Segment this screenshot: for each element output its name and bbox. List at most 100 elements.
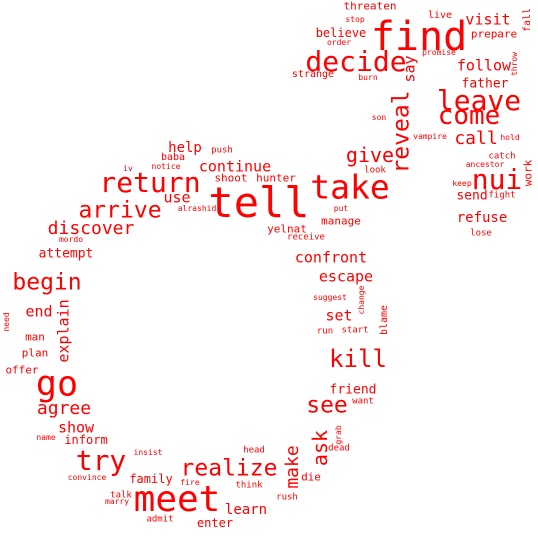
- word-nui: nui: [471, 163, 523, 196]
- word-discover: discover: [47, 218, 135, 239]
- word-escape: escape: [318, 267, 374, 286]
- word-man: man: [25, 330, 45, 344]
- word-find: find: [370, 14, 468, 60]
- word-marry: marry: [104, 497, 130, 506]
- word-hunter: hunter: [256, 171, 296, 185]
- word-push: push: [211, 145, 233, 156]
- word-catch: catch: [488, 151, 516, 162]
- word-say: say: [400, 55, 419, 83]
- word-confront: confront: [294, 248, 368, 267]
- word-help: help: [168, 140, 202, 156]
- word-family: family: [129, 472, 173, 486]
- word-learn: learn: [224, 502, 268, 518]
- word-tell: tell: [208, 178, 310, 227]
- word-come: come: [437, 101, 501, 131]
- word-shoot: shoot: [214, 171, 248, 185]
- word-mordo: mordo: [58, 235, 84, 244]
- word-end: end: [25, 302, 53, 321]
- word-stop: stop: [345, 15, 365, 24]
- word-agree: agree: [36, 398, 92, 419]
- word-baba: baba: [160, 152, 186, 163]
- word-yelnat: yelnat: [267, 222, 307, 236]
- word-return: return: [99, 166, 201, 199]
- word-kill: kill: [329, 345, 387, 373]
- word-receive: receive: [287, 232, 325, 243]
- word-rush: rush: [276, 492, 298, 503]
- word-give: give: [345, 143, 395, 167]
- word-use: use: [163, 188, 191, 207]
- word-attempt: attempt: [38, 246, 94, 262]
- word-call: call: [454, 128, 498, 149]
- word-plan: plan: [21, 346, 49, 360]
- word-inform: inform: [64, 433, 108, 447]
- word-work: work: [521, 159, 535, 187]
- word-refuse: refuse: [456, 210, 508, 226]
- word-fall: fall: [522, 7, 533, 33]
- word-realize: realize: [180, 455, 278, 482]
- word-dead: dead: [328, 443, 350, 454]
- word-promise: promise: [422, 48, 456, 57]
- word-admit: admit: [146, 514, 174, 525]
- word-grab: grab: [334, 425, 343, 445]
- word-convince: convince: [67, 473, 107, 482]
- word-begin: begin: [12, 269, 82, 296]
- word-go: go: [35, 364, 79, 405]
- word-fire: fire: [180, 478, 200, 487]
- word-leave: leave: [436, 84, 522, 117]
- word-talk: talk: [110, 490, 132, 501]
- word-alrashid: alrashid: [177, 204, 217, 213]
- word-order: order: [326, 38, 352, 47]
- word-threaten: threaten: [343, 0, 397, 13]
- word-suggest: suggest: [313, 293, 347, 302]
- word-name: name: [36, 433, 56, 442]
- word-follow: follow: [456, 56, 512, 75]
- word-make: make: [282, 445, 303, 489]
- word-lose: lose: [470, 228, 492, 239]
- word-notice: notice: [151, 162, 181, 171]
- word-send: send: [456, 188, 488, 204]
- word-son: son: [371, 113, 387, 122]
- word-iv: iv: [123, 164, 133, 173]
- word-live: live: [427, 10, 453, 21]
- word-fight: fight: [488, 190, 516, 201]
- word-prepare: prepare: [470, 27, 518, 41]
- word-visit: visit: [465, 10, 511, 29]
- word-ask: ask: [308, 429, 332, 467]
- word-blame: blame: [379, 304, 390, 336]
- word-believe: believe: [315, 26, 367, 40]
- word-father: father: [461, 76, 509, 92]
- word-burn: burn: [358, 73, 378, 82]
- word-throw: throw: [510, 51, 519, 77]
- word-keep: keep: [452, 179, 472, 188]
- word-head: head: [243, 445, 265, 456]
- word-continue: continue: [198, 157, 272, 176]
- word-manage: manage: [321, 214, 361, 228]
- word-explain: explain: [54, 299, 73, 363]
- word-run: run: [316, 326, 334, 337]
- word-change: change: [357, 285, 366, 315]
- word-decide: decide: [305, 45, 407, 78]
- word-take: take: [310, 167, 390, 207]
- word-friend: friend: [329, 382, 377, 398]
- word-show: show: [57, 418, 95, 437]
- word-look: look: [364, 165, 386, 176]
- word-die: die: [301, 470, 321, 484]
- word-offer: offer: [5, 363, 39, 377]
- word-try: try: [75, 444, 127, 477]
- word-hold: hold: [500, 133, 520, 142]
- word-enter: enter: [196, 516, 234, 530]
- word-strange: strange: [291, 69, 335, 80]
- word-need: need: [2, 312, 11, 332]
- word-arrive: arrive: [78, 197, 162, 224]
- word-meet: meet: [133, 479, 221, 520]
- word-set: set: [325, 306, 353, 325]
- word-insist: insist: [133, 448, 163, 457]
- word-put: put: [333, 204, 349, 213]
- word-want: want: [352, 396, 374, 407]
- word-see: see: [306, 392, 348, 419]
- word-think: think: [235, 480, 263, 491]
- word-ancestor: ancestor: [465, 160, 505, 169]
- word-start: start: [341, 325, 369, 336]
- word-vampire: vampire: [413, 132, 447, 141]
